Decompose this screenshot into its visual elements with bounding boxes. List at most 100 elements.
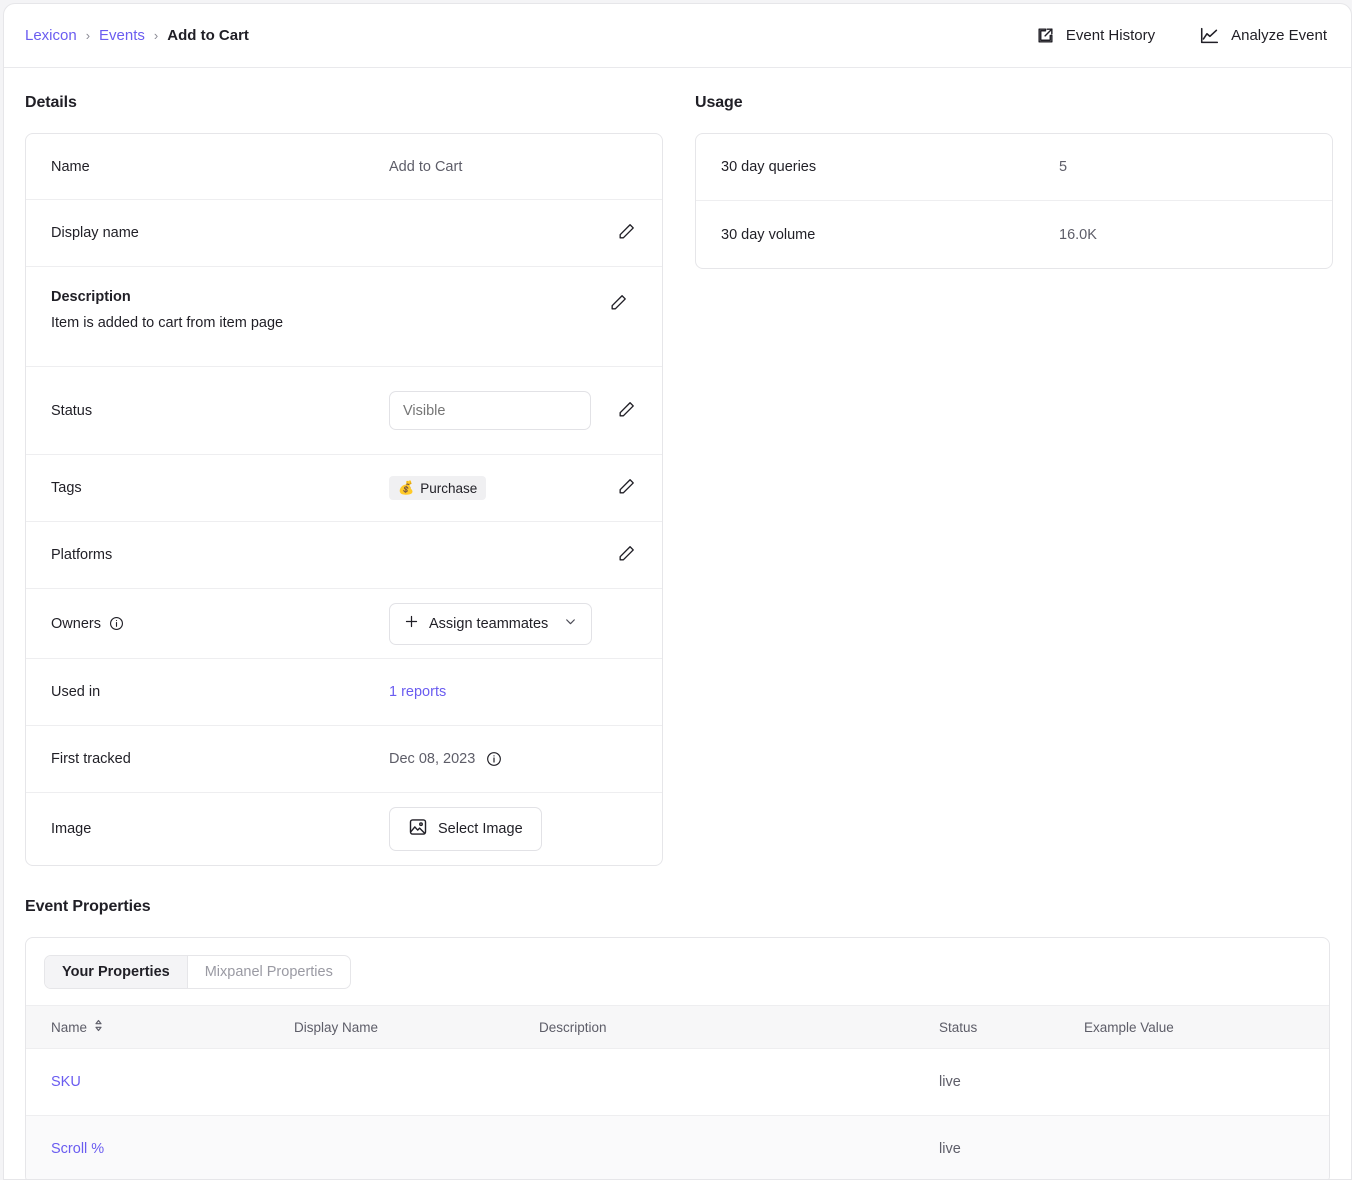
tab-mixpanel-properties[interactable]: Mixpanel Properties (186, 956, 350, 988)
usage-volume-value: 16.0K (1059, 226, 1097, 243)
property-description (539, 1115, 939, 1179)
details-row-name: Name Add to Cart (26, 134, 662, 200)
usage-queries-label: 30 day queries (721, 159, 817, 175)
image-icon (408, 817, 428, 841)
event-properties-card: Your Properties Mixpanel Properties Name (25, 937, 1330, 1179)
assign-teammates-label: Assign teammates (429, 615, 549, 632)
line-chart-icon (1199, 26, 1220, 45)
details-row-used-in: Used in 1 reports (26, 659, 662, 726)
breadcrumb-item-current: Add to Cart (167, 27, 249, 44)
tag-chip-purchase[interactable]: 💰 Purchase (389, 476, 487, 500)
header-actions: Event History Analyze Event (1036, 26, 1327, 45)
money-bag-icon: 💰 (398, 480, 415, 495)
breadcrumb-separator-icon: › (85, 28, 91, 43)
details-column: Details Name Add to Cart Display name (25, 94, 663, 866)
property-example-value (1084, 1048, 1329, 1116)
column-header-description: Description (539, 1005, 939, 1049)
status-input[interactable] (389, 391, 591, 430)
column-header-display-name: Display Name (294, 1005, 539, 1049)
status-label: Status (51, 402, 93, 419)
pencil-icon (617, 222, 636, 244)
event-properties-title: Event Properties (25, 898, 151, 915)
table-row[interactable]: SKU live (26, 1048, 1329, 1116)
details-row-platforms: Platforms (26, 522, 662, 589)
tab-your-properties[interactable]: Your Properties (45, 956, 187, 988)
details-row-description: Description Item is added to cart from i… (26, 267, 662, 367)
image-label: Image (51, 821, 92, 837)
owners-label: Owners (51, 616, 389, 632)
details-row-image: Image Select Image (26, 793, 662, 865)
property-status: live (939, 1048, 1084, 1116)
pencil-icon (617, 400, 636, 422)
used-in-reports-link[interactable]: 1 reports (389, 684, 447, 700)
used-in-label: Used in (51, 684, 101, 700)
properties-table-header: Name Display Name Description Status (26, 1005, 1329, 1049)
breadcrumb-item-lexicon[interactable]: Lexicon (25, 27, 77, 44)
breadcrumb: Lexicon › Events › Add to Cart (25, 27, 249, 44)
event-properties-section: Event Properties Your Properties Mixpane… (4, 898, 1351, 1179)
properties-tabs-bar: Your Properties Mixpanel Properties (26, 938, 1329, 1005)
assign-teammates-button[interactable]: Assign teammates (389, 602, 593, 645)
sort-icon (94, 1019, 103, 1035)
usage-column: Usage 30 day queries 5 30 day volume 16.… (695, 94, 1333, 269)
column-header-name[interactable]: Name (26, 1005, 294, 1049)
properties-table: Name Display Name Description Status (26, 1005, 1329, 1179)
event-history-label: Event History (1065, 27, 1156, 44)
select-image-label: Select Image (438, 821, 523, 837)
edit-description-button[interactable] (605, 289, 632, 319)
first-tracked-value: Dec 08, 2023 (389, 751, 476, 767)
tags-label: Tags (51, 480, 82, 496)
platforms-label: Platforms (51, 547, 113, 563)
details-row-status: Status (26, 367, 662, 455)
details-row-owners: Owners (26, 589, 662, 659)
usage-card: 30 day queries 5 30 day volume 16.0K (695, 133, 1333, 269)
analyze-event-label: Analyze Event (1231, 27, 1327, 44)
info-icon[interactable] (486, 751, 502, 767)
description-value: Item is added to cart from item page (51, 315, 284, 331)
event-history-button[interactable]: Event History (1036, 26, 1155, 45)
breadcrumb-item-events[interactable]: Events (99, 27, 145, 44)
property-display-name (294, 1048, 539, 1116)
details-row-tags: Tags 💰 Purchase (26, 455, 662, 522)
usage-queries-value: 5 (1059, 159, 1068, 175)
property-name-link[interactable]: Scroll % (51, 1141, 105, 1157)
pencil-icon (609, 293, 628, 315)
property-display-name (294, 1115, 539, 1179)
tag-chip-label: Purchase (420, 480, 478, 496)
edit-platforms-button[interactable] (613, 540, 640, 570)
usage-title: Usage (695, 94, 743, 111)
properties-tabs: Your Properties Mixpanel Properties (44, 955, 351, 989)
chevron-down-icon (564, 615, 577, 632)
details-row-first-tracked: First tracked Dec 08, 2023 (26, 726, 662, 793)
table-row[interactable]: Scroll % live (26, 1115, 1329, 1179)
pencil-icon (617, 477, 636, 499)
info-icon[interactable] (109, 616, 124, 631)
edit-status-button[interactable] (613, 396, 640, 426)
usage-row-volume: 30 day volume 16.0K (696, 201, 1332, 268)
property-status: live (939, 1115, 1084, 1179)
breadcrumb-separator-icon: › (153, 28, 159, 43)
column-header-example-value: Example Value (1084, 1005, 1329, 1049)
display-name-label: Display name (51, 225, 139, 241)
details-row-display-name: Display name (26, 200, 662, 267)
edit-tags-button[interactable] (613, 473, 640, 503)
page-container: Lexicon › Events › Add to Cart Event His… (3, 3, 1352, 1180)
page-body: Details Name Add to Cart Display name (4, 68, 1351, 866)
property-example-value (1084, 1115, 1329, 1179)
pencil-icon (617, 544, 636, 566)
usage-row-queries: 30 day queries 5 (696, 134, 1332, 201)
details-card: Name Add to Cart Display name (25, 133, 663, 866)
description-label: Description (51, 289, 131, 305)
external-link-icon (1036, 26, 1055, 45)
first-tracked-label: First tracked (51, 751, 131, 767)
property-description (539, 1048, 939, 1116)
analyze-event-button[interactable]: Analyze Event (1199, 26, 1327, 45)
page-header: Lexicon › Events › Add to Cart Event His… (4, 4, 1351, 68)
select-image-button[interactable]: Select Image (389, 807, 542, 851)
property-name-link[interactable]: SKU (51, 1074, 81, 1090)
details-title: Details (25, 94, 77, 111)
edit-display-name-button[interactable] (613, 218, 640, 248)
plus-icon (404, 614, 419, 633)
properties-table-body: SKU live Scroll % live (26, 1048, 1329, 1179)
column-header-status: Status (939, 1005, 1084, 1049)
